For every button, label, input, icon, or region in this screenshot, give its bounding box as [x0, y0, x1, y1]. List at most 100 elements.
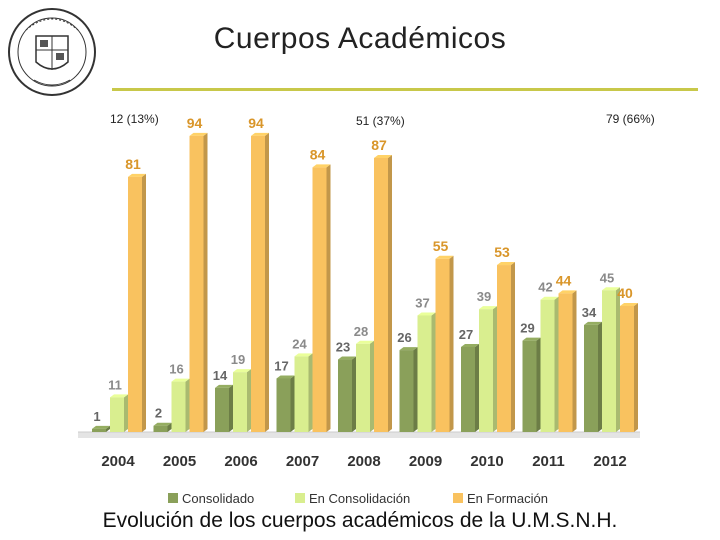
- bar-top-en-consolidación-2004: [110, 394, 128, 398]
- data-label-consolidado-2009: 26: [397, 330, 411, 345]
- bar-side-consolidado-2011: [536, 337, 541, 432]
- bar-en-formación-2011: [558, 293, 573, 432]
- data-label-en-formación-2007: 84: [310, 146, 326, 162]
- data-label-en-consolidación-2012: 45: [600, 270, 614, 285]
- data-label-consolidado-2010: 27: [459, 327, 473, 342]
- bar-top-en-consolidación-2007: [294, 353, 313, 357]
- bar-side-en-formación-2004: [142, 173, 146, 432]
- bar-side-en-consolidación-2007: [308, 353, 313, 432]
- bar-top-en-formación-2007: [312, 164, 331, 168]
- data-label-en-consolidación-2010: 39: [477, 289, 491, 304]
- x-tick-label-2007: 2007: [286, 453, 319, 470]
- bar-consolidado-2009: [399, 350, 414, 432]
- data-label-en-formación-2011: 44: [556, 272, 572, 288]
- bar-top-en-consolidación-2010: [479, 306, 497, 310]
- x-tick-label-2004: 2004: [101, 453, 135, 470]
- bar-top-en-formación-2004: [128, 173, 146, 177]
- bar-top-consolidado-2006: [215, 384, 233, 388]
- bar-side-en-formación-2007: [326, 164, 331, 432]
- bar-side-en-formación-2005: [203, 132, 208, 432]
- bar-side-en-consolidación-2008: [370, 340, 374, 432]
- data-label-consolidado-2007: 17: [274, 358, 288, 373]
- data-label-en-formación-2010: 53: [494, 244, 510, 260]
- data-label-en-consolidación-2006: 19: [231, 352, 245, 367]
- bar-consolidado-2010: [461, 346, 475, 432]
- bar-en-consolidación-2004: [110, 397, 124, 432]
- x-tick-label-2008: 2008: [347, 453, 380, 470]
- bar-en-formación-2008: [374, 157, 388, 432]
- bar-top-en-formación-2009: [435, 255, 454, 259]
- bar-top-en-consolidación-2009: [417, 312, 436, 316]
- bar-en-formación-2010: [497, 265, 511, 432]
- bar-top-en-formación-2011: [558, 290, 577, 294]
- bar-side-en-consolidación-2005: [185, 378, 190, 432]
- bar-en-formación-2012: [620, 306, 634, 432]
- x-tick-label-2005: 2005: [163, 453, 196, 470]
- bar-side-consolidado-2004: [106, 425, 110, 432]
- bar-side-en-formación-2012: [634, 303, 638, 432]
- data-label-en-consolidación-2008: 28: [354, 324, 368, 339]
- bar-top-consolidado-2010: [461, 343, 479, 347]
- chart-caption: Evolución de los cuerpos académicos de l…: [102, 509, 618, 532]
- bar-top-consolidado-2007: [276, 375, 295, 379]
- bar-side-en-consolidación-2006: [247, 369, 251, 432]
- bar-top-en-formación-2008: [374, 154, 392, 158]
- bar-en-consolidación-2012: [602, 290, 616, 432]
- bar-top-en-consolidación-2011: [540, 296, 559, 300]
- data-label-en-formación-2005: 94: [187, 115, 203, 131]
- bar-en-consolidación-2005: [171, 381, 186, 432]
- bar-top-consolidado-2012: [584, 321, 602, 325]
- bar-en-consolidación-2007: [294, 356, 309, 432]
- x-tick-label-2011: 2011: [532, 453, 565, 470]
- data-label-en-formación-2012: 40: [617, 285, 633, 301]
- bar-top-en-formación-2012: [620, 303, 638, 306]
- data-label-en-formación-2004: 81: [125, 156, 141, 172]
- data-label-en-consolidación-2011: 42: [538, 280, 552, 295]
- bar-en-consolidación-2011: [540, 299, 555, 432]
- legend-swatch-2: [453, 493, 463, 503]
- data-label-en-consolidación-2004: 11: [108, 377, 122, 392]
- bar-side-en-consolidación-2009: [431, 312, 436, 432]
- x-tick-label-2009: 2009: [409, 453, 442, 470]
- annotation-2012: 79 (66%): [606, 112, 655, 126]
- data-label-consolidado-2005: 2: [155, 406, 162, 421]
- chart-floor: [78, 432, 640, 438]
- data-label-en-consolidación-2007: 24: [292, 336, 307, 351]
- bar-side-en-formación-2010: [511, 262, 515, 432]
- university-seal: [6, 6, 98, 98]
- bar-en-formación-2007: [312, 167, 327, 432]
- bar-top-en-formación-2006: [251, 132, 269, 136]
- bar-top-consolidado-2004: [92, 425, 110, 429]
- data-label-consolidado-2011: 29: [520, 321, 534, 336]
- bar-side-consolidado-2008: [352, 356, 356, 432]
- bar-consolidado-2007: [276, 378, 291, 432]
- bar-en-consolidación-2010: [479, 309, 493, 432]
- data-label-en-formación-2009: 55: [433, 238, 449, 254]
- legend-label-1: En Consolidación: [309, 491, 410, 506]
- bar-en-consolidación-2008: [356, 343, 370, 432]
- bar-top-en-consolidación-2008: [356, 340, 374, 344]
- bar-side-consolidado-2010: [475, 343, 479, 432]
- data-label-en-consolidación-2009: 37: [415, 295, 429, 310]
- bar-side-en-consolidación-2012: [616, 287, 620, 432]
- bar-consolidado-2006: [215, 387, 229, 432]
- legend-swatch-1: [295, 493, 305, 503]
- bar-side-en-consolidación-2010: [493, 306, 497, 432]
- bar-side-consolidado-2006: [229, 384, 233, 432]
- legend-swatch-0: [168, 493, 178, 503]
- data-label-en-formación-2008: 87: [371, 137, 387, 153]
- x-tick-label-2012: 2012: [593, 453, 626, 470]
- bar-side-consolidado-2007: [290, 375, 295, 432]
- data-label-consolidado-2004: 1: [93, 409, 100, 424]
- bar-en-formación-2004: [128, 176, 142, 432]
- x-tick-label-2006: 2006: [224, 453, 257, 470]
- bar-top-consolidado-2009: [399, 347, 418, 351]
- bar-consolidado-2012: [584, 324, 598, 432]
- title-divider: [112, 88, 698, 91]
- bar-top-en-consolidación-2006: [233, 369, 251, 373]
- bar-side-consolidado-2009: [413, 347, 418, 432]
- annotation-2004: 12 (13%): [110, 112, 159, 126]
- bar-consolidado-2004: [92, 428, 106, 432]
- bar-side-consolidado-2012: [598, 321, 602, 432]
